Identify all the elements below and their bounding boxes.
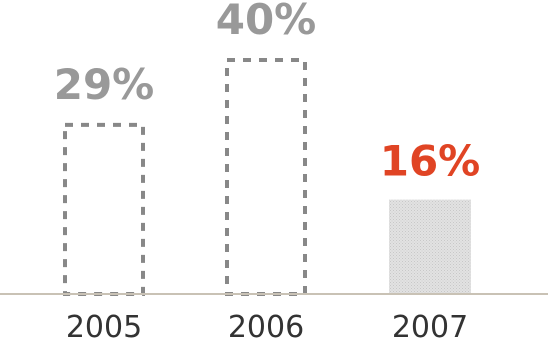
- tick-label-2005: 2005: [66, 310, 142, 339]
- bar-2006: [227, 60, 305, 294]
- value-label-2007: 16%: [380, 137, 481, 186]
- value-label-2006: 40%: [216, 0, 317, 44]
- tick-label-2007: 2007: [392, 310, 468, 339]
- value-label-2005: 29%: [54, 60, 155, 109]
- bar-2007: [389, 200, 471, 294]
- bar-2005: [65, 125, 143, 294]
- tick-label-2006: 2006: [228, 310, 304, 339]
